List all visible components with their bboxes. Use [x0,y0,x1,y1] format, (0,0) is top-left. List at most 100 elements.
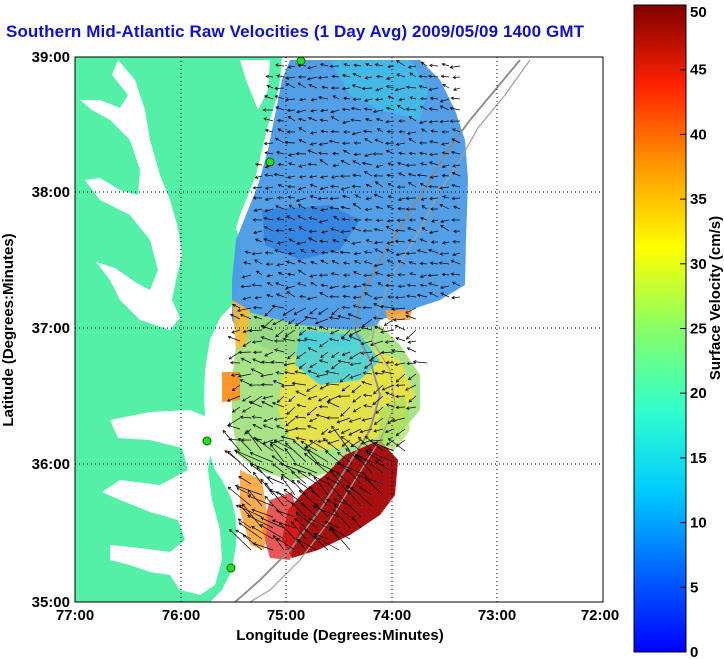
velocity-arrow-head [329,331,334,335]
velocity-arrow-head [291,471,295,475]
velocity-arrow [428,274,439,276]
velocity-arrow [255,238,263,243]
velocity-arrow [452,281,461,287]
velocity-arrow [386,107,395,111]
velocity-arrow-head [340,335,345,340]
velocity-arrow-head [284,447,288,452]
velocity-arrow-head [238,437,242,442]
velocity-arrow [345,448,362,463]
velocity-arrow [294,371,307,375]
velocity-arrow [353,406,362,413]
velocity-arrow-head [320,354,324,358]
velocity-arrow [321,252,329,254]
velocity-arrow-head [252,186,257,190]
velocity-arrow [374,372,384,375]
velocity-arrow [242,296,252,300]
colorbar-tick-label: 30 [690,256,707,273]
velocity-arrow [352,174,362,177]
velocity-arrow [297,82,307,89]
velocity-arrow-head [428,292,433,296]
velocity-arrow [320,175,329,178]
velocity-arrow [396,60,406,67]
velocity-arrow-head [320,208,324,212]
velocity-arrow-head [329,249,334,254]
velocity-arrow-head [386,241,390,245]
velocity-arrow-head [396,73,400,77]
velocity-arrow-head [375,87,379,92]
velocity-arrow [234,449,263,463]
velocity-arrow-head [383,322,388,326]
velocity-arrow-head [441,241,446,245]
velocity-arrow [284,371,296,375]
velocity-arrow-head [419,182,424,186]
velocity-arrow [349,351,362,360]
velocity-arrow [341,439,351,447]
velocity-arrow [374,248,384,254]
velocity-arrow-head [240,284,244,289]
velocity-arrow [342,218,351,221]
velocity-arrow [392,350,406,353]
velocity-arrow [330,109,340,113]
velocity-arrow [353,304,362,309]
velocity-arrow-head [275,425,280,429]
velocity-arrow [442,175,450,177]
velocity-arrow-head [298,139,303,143]
velocity-arrow-head [276,399,281,403]
velocity-arrow [377,128,384,133]
velocity-arrows [222,60,461,551]
velocity-arrow-head [395,252,400,257]
velocity-arrow-head [310,206,315,210]
velocity-arrow [297,539,318,551]
velocity-arrow-head [385,149,390,153]
velocity-arrow [340,230,351,233]
x-tick-label: 77:00 [56,607,94,624]
velocity-arrow-head [271,519,276,523]
velocity-arrow [238,438,252,452]
velocity-arrow [242,406,252,413]
velocity-arrow-head [309,195,314,199]
velocity-arrow-head [284,97,289,102]
velocity-arrow-head [249,452,254,456]
velocity-arrow-head [452,252,456,257]
velocity-arrow-head [288,238,293,242]
velocity-arrow [222,430,241,452]
velocity-arrow [396,142,406,146]
velocity-arrow [396,73,406,78]
velocity-arrow-head [343,130,347,134]
velocity-field-orange-edge-2 [232,300,250,350]
velocity-arrow-head [306,77,311,81]
velocity-arrow-head [391,418,396,423]
velocity-arrow [291,502,307,518]
velocity-arrow [241,274,252,278]
velocity-arrow [351,384,362,393]
velocity-arrow-head [450,259,454,263]
velocity-arrow-head [330,184,334,189]
velocity-arrow-head [238,476,242,480]
velocity-arrow-head [394,239,399,244]
plot-frame [74,56,604,603]
velocity-arrow-head [319,359,323,363]
velocity-arrow [283,307,296,316]
velocity-arrow-head [450,272,455,276]
velocity-arrow [242,503,263,529]
velocity-arrow-head [409,72,413,76]
velocity-arrow-head [341,141,346,146]
velocity-arrow-head [320,283,325,287]
velocity-arrow [386,241,395,244]
velocity-arrow [319,292,329,298]
velocity-arrow-head [428,107,433,111]
velocity-arrow [241,357,252,364]
velocity-arrow-head [407,340,412,344]
colorbar-tick-label: 10 [690,515,707,532]
velocity-arrow [361,381,373,386]
velocity-arrow [353,285,362,288]
velocity-arrow-head [361,380,365,385]
velocity-arrow-head [363,129,367,134]
velocity-arrow [399,98,406,101]
velocity-arrow-head [335,462,340,466]
velocity-arrow [264,152,274,155]
velocity-arrow-head [333,504,338,508]
velocity-arrow-head [387,182,392,187]
velocity-arrow [251,526,274,540]
velocity-arrow-head [318,311,322,315]
